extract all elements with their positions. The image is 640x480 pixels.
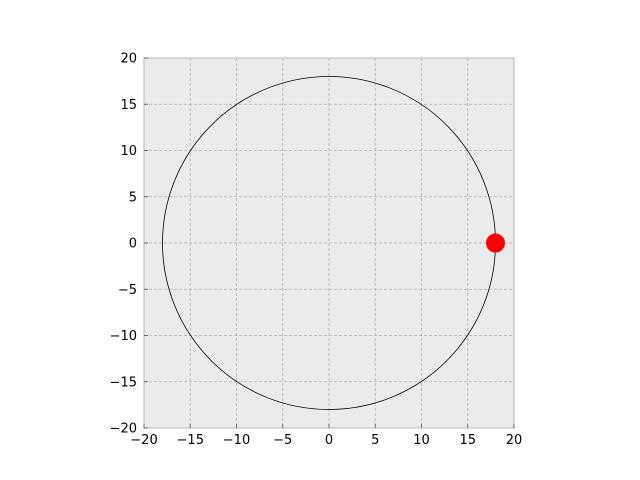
x-tick-label: 10 bbox=[413, 433, 430, 448]
y-tick-label: −10 bbox=[110, 329, 137, 344]
y-axis-ticks: −20 −15 −10 −5 0 5 10 15 20 bbox=[110, 52, 148, 437]
y-tick-label: 0 bbox=[129, 237, 137, 252]
x-axis-ticks: −20 −15 −10 −5 0 5 10 15 20 bbox=[130, 424, 522, 448]
y-tick-label: −15 bbox=[110, 375, 137, 390]
x-tick-label: 5 bbox=[371, 433, 379, 448]
y-tick-label: 15 bbox=[120, 98, 137, 113]
data-point bbox=[486, 233, 505, 253]
y-tick-label: −5 bbox=[118, 283, 137, 298]
x-tick-label: −20 bbox=[130, 433, 157, 448]
x-tick-label: 20 bbox=[506, 433, 523, 448]
x-tick-label: 0 bbox=[325, 433, 333, 448]
grid bbox=[143, 57, 515, 429]
y-tick-label: 10 bbox=[120, 144, 137, 159]
y-tick-label: 5 bbox=[129, 190, 137, 205]
y-tick-label: −20 bbox=[110, 422, 137, 437]
y-tick-label: 20 bbox=[120, 52, 137, 67]
x-tick-label: −5 bbox=[273, 433, 292, 448]
x-tick-label: 15 bbox=[459, 433, 476, 448]
x-tick-label: −15 bbox=[177, 433, 204, 448]
points bbox=[486, 233, 505, 253]
x-tick-label: −10 bbox=[223, 433, 250, 448]
